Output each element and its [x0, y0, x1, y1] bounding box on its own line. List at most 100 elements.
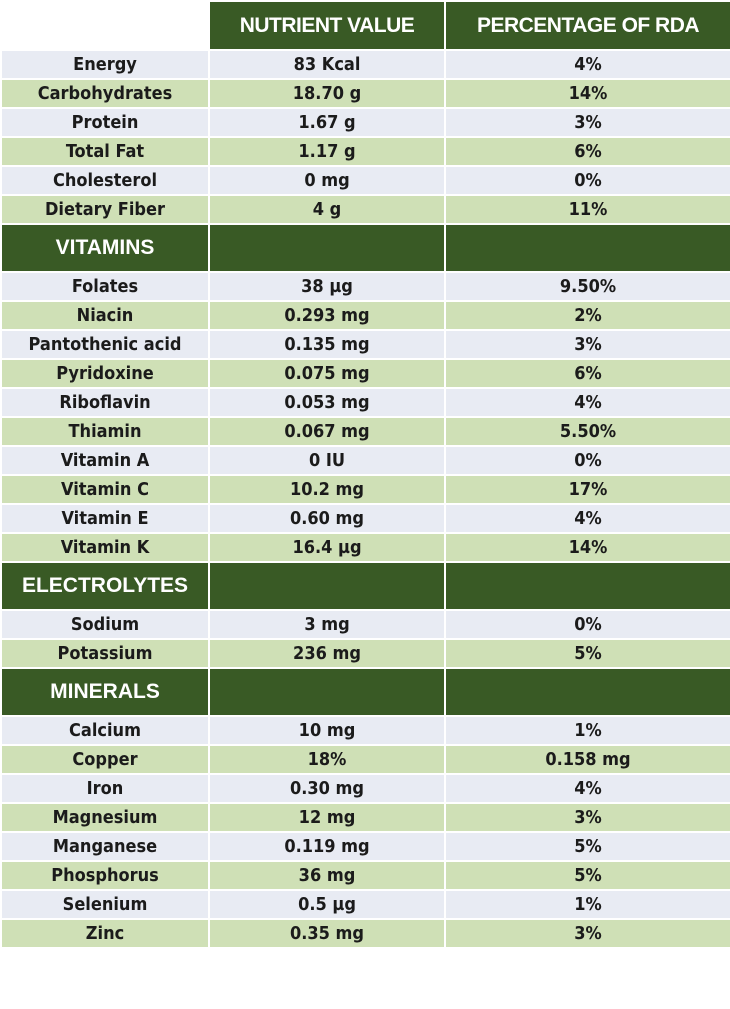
header-blank-cell: [0, 0, 210, 51]
nutrient-value-cell: 10 mg: [208, 715, 446, 746]
nutrient-value-cell: 38 µg: [208, 271, 446, 302]
nutrient-value-cell: 0.60 mg: [208, 503, 446, 534]
table-row: Vitamin C 10.2 mg 17%: [0, 474, 730, 505]
rda-percentage-cell: 5%: [444, 831, 730, 862]
nutrient-name-cell: Vitamin E: [0, 503, 210, 534]
nutrient-value-cell: 36 mg: [208, 860, 446, 891]
rda-percentage-cell: 6%: [444, 358, 730, 389]
section-header-row-electrolytes: ELECTROLYTES: [0, 561, 730, 611]
nutrient-value-cell: 0.135 mg: [208, 329, 446, 360]
nutrient-name-cell: Folates: [0, 271, 210, 302]
nutrient-name-cell: Carbohydrates: [0, 78, 210, 109]
nutrient-name-cell: Cholesterol: [0, 165, 210, 196]
nutrient-value-cell: 0.053 mg: [208, 387, 446, 418]
rda-percentage-cell: 3%: [444, 802, 730, 833]
section-blank-cell: [444, 561, 730, 611]
section-header-row-vitamins: VITAMINS: [0, 223, 730, 273]
table-row: Magnesium 12 mg 3%: [0, 802, 730, 833]
nutrient-name-cell: Selenium: [0, 889, 210, 920]
nutrient-name-cell: Niacin: [0, 300, 210, 331]
nutrient-value-cell: 0.075 mg: [208, 358, 446, 389]
nutrient-name-cell: Sodium: [0, 609, 210, 640]
nutrient-name-cell: Magnesium: [0, 802, 210, 833]
table-row: Thiamin 0.067 mg 5.50%: [0, 416, 730, 447]
table-row: Vitamin E 0.60 mg 4%: [0, 503, 730, 534]
nutrient-name-cell: Zinc: [0, 918, 210, 949]
nutrient-name-cell: Pyridoxine: [0, 358, 210, 389]
nutrient-value-cell: 10.2 mg: [208, 474, 446, 505]
nutrient-value-cell: 16.4 µg: [208, 532, 446, 563]
table-row: Sodium 3 mg 0%: [0, 609, 730, 640]
rda-percentage-cell: 1%: [444, 715, 730, 746]
nutrient-name-cell: Thiamin: [0, 416, 210, 447]
header-percentage-of-rda: PERCENTAGE OF RDA: [444, 0, 730, 51]
nutrient-name-cell: Energy: [0, 49, 210, 80]
nutrient-value-cell: 0 IU: [208, 445, 446, 476]
nutrient-value-cell: 0.30 mg: [208, 773, 446, 804]
nutrient-name-cell: Vitamin K: [0, 532, 210, 563]
nutrient-value-cell: 0.35 mg: [208, 918, 446, 949]
rda-percentage-cell: 4%: [444, 503, 730, 534]
rda-percentage-cell: 0.158 mg: [444, 744, 730, 775]
nutrient-value-cell: 12 mg: [208, 802, 446, 833]
table-row: Protein 1.67 g 3%: [0, 107, 730, 138]
nutrient-value-cell: 0 mg: [208, 165, 446, 196]
table-header-row: NUTRIENT VALUE PERCENTAGE OF RDA: [0, 0, 730, 51]
nutrient-value-cell: 0.5 µg: [208, 889, 446, 920]
section-header-row-minerals: MINERALS: [0, 667, 730, 717]
table-row: Potassium 236 mg 5%: [0, 638, 730, 669]
nutrient-value-cell: 18%: [208, 744, 446, 775]
nutrient-name-cell: Potassium: [0, 638, 210, 669]
table-row: Carbohydrates 18.70 g 14%: [0, 78, 730, 109]
nutrient-name-cell: Pantothenic acid: [0, 329, 210, 360]
rda-percentage-cell: 9.50%: [444, 271, 730, 302]
table-row: Iron 0.30 mg 4%: [0, 773, 730, 804]
header-nutrient-value: NUTRIENT VALUE: [208, 0, 446, 51]
nutrient-name-cell: Manganese: [0, 831, 210, 862]
table-body: Energy 83 Kcal 4% Carbohydrates 18.70 g 14% Pr…: [0, 49, 730, 949]
section-blank-cell: [208, 561, 446, 611]
table-row: Cholesterol 0 mg 0%: [0, 165, 730, 196]
section-title-minerals: MINERALS: [0, 667, 210, 717]
nutrient-name-cell: Phosphorus: [0, 860, 210, 891]
nutrient-name-cell: Total Fat: [0, 136, 210, 167]
nutrient-name-cell: Protein: [0, 107, 210, 138]
nutrient-name-cell: Dietary Fiber: [0, 194, 210, 225]
rda-percentage-cell: 0%: [444, 165, 730, 196]
rda-percentage-cell: 14%: [444, 78, 730, 109]
table-row: Energy 83 Kcal 4%: [0, 49, 730, 80]
nutrient-value-cell: 1.17 g: [208, 136, 446, 167]
rda-percentage-cell: 11%: [444, 194, 730, 225]
nutrient-value-cell: 0.067 mg: [208, 416, 446, 447]
rda-percentage-cell: 3%: [444, 329, 730, 360]
table-row: Copper 18% 0.158 mg: [0, 744, 730, 775]
nutrient-name-cell: Riboflavin: [0, 387, 210, 418]
nutrition-table: NUTRIENT VALUE PERCENTAGE OF RDA Energy 8…: [0, 0, 730, 949]
rda-percentage-cell: 1%: [444, 889, 730, 920]
nutrient-value-cell: 1.67 g: [208, 107, 446, 138]
section-blank-cell: [208, 667, 446, 717]
nutrient-name-cell: Vitamin A: [0, 445, 210, 476]
section-blank-cell: [444, 223, 730, 273]
nutrient-name-cell: Vitamin C: [0, 474, 210, 505]
table-row: Vitamin K 16.4 µg 14%: [0, 532, 730, 563]
rda-percentage-cell: 5%: [444, 860, 730, 891]
section-title-vitamins: VITAMINS: [0, 223, 210, 273]
nutrient-value-cell: 3 mg: [208, 609, 446, 640]
rda-percentage-cell: 5%: [444, 638, 730, 669]
nutrient-value-cell: 18.70 g: [208, 78, 446, 109]
nutrient-value-cell: 236 mg: [208, 638, 446, 669]
nutrient-value-cell: 4 g: [208, 194, 446, 225]
rda-percentage-cell: 4%: [444, 387, 730, 418]
rda-percentage-cell: 2%: [444, 300, 730, 331]
section-blank-cell: [444, 667, 730, 717]
table-row: Zinc 0.35 mg 3%: [0, 918, 730, 949]
table-row: Total Fat 1.17 g 6%: [0, 136, 730, 167]
table-row: Niacin 0.293 mg 2%: [0, 300, 730, 331]
table-row: Manganese 0.119 mg 5%: [0, 831, 730, 862]
rda-percentage-cell: 3%: [444, 918, 730, 949]
rda-percentage-cell: 0%: [444, 445, 730, 476]
rda-percentage-cell: 6%: [444, 136, 730, 167]
nutrient-name-cell: Copper: [0, 744, 210, 775]
